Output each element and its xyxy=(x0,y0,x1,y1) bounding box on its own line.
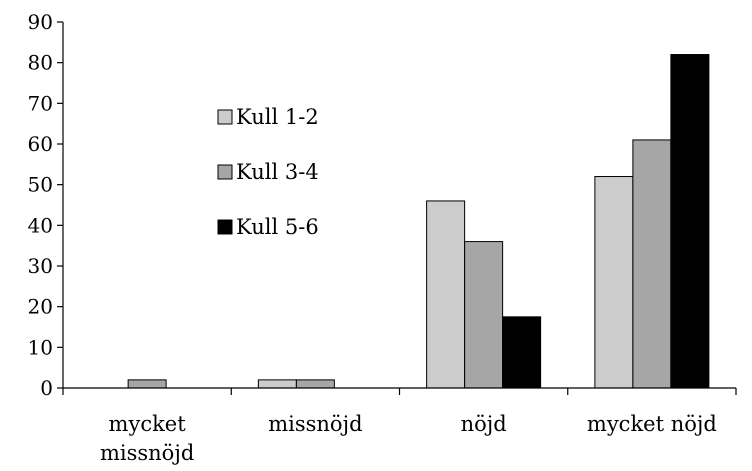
legend-label: Kull 5-6 xyxy=(236,215,319,239)
bar-3-series-2 xyxy=(464,241,504,389)
y-tick-label: 20 xyxy=(28,295,53,319)
y-tick-label: 30 xyxy=(28,254,53,278)
bar-1-series-2 xyxy=(127,379,167,389)
bar-4-series-1 xyxy=(594,176,634,389)
y-tick-label: 60 xyxy=(28,132,53,156)
legend-swatch xyxy=(217,219,233,235)
bar-2-series-1 xyxy=(257,379,297,389)
bar-4-series-2 xyxy=(632,139,672,389)
bars-layer xyxy=(127,54,710,389)
x-tick-label: missnöjd xyxy=(268,412,362,436)
bar-3-series-1 xyxy=(426,200,466,389)
y-tick-label: 90 xyxy=(28,10,53,34)
axes-layer xyxy=(57,21,737,395)
y-tick-label: 80 xyxy=(28,51,53,75)
legend: Kull 1-2 Kull 3-4 Kull 5-6 xyxy=(217,105,319,239)
y-tick-label: 40 xyxy=(28,213,53,237)
bar-2-series-2 xyxy=(295,379,335,389)
y-tick-label: 10 xyxy=(28,335,53,359)
x-tick-label: mycket missnöjd xyxy=(100,412,194,465)
x-tick-label: nöjd xyxy=(461,412,507,436)
legend-swatch xyxy=(217,109,233,125)
legend-label: Kull 1-2 xyxy=(236,105,319,129)
y-tick-label: 50 xyxy=(28,173,53,197)
bar-3-series-3 xyxy=(502,316,542,389)
y-tick-label: 0 xyxy=(40,376,53,400)
tick-labels-layer: 0 10 20 30 40 50 60 70 80 90 mycket missnöjd missnöj… xyxy=(28,10,717,465)
legend-swatch xyxy=(217,164,233,180)
legend-label: Kull 3-4 xyxy=(236,160,319,184)
bar-4-series-3 xyxy=(670,54,710,389)
x-tick-label: mycket nöjd xyxy=(587,412,717,436)
y-tick-label: 70 xyxy=(28,91,53,115)
